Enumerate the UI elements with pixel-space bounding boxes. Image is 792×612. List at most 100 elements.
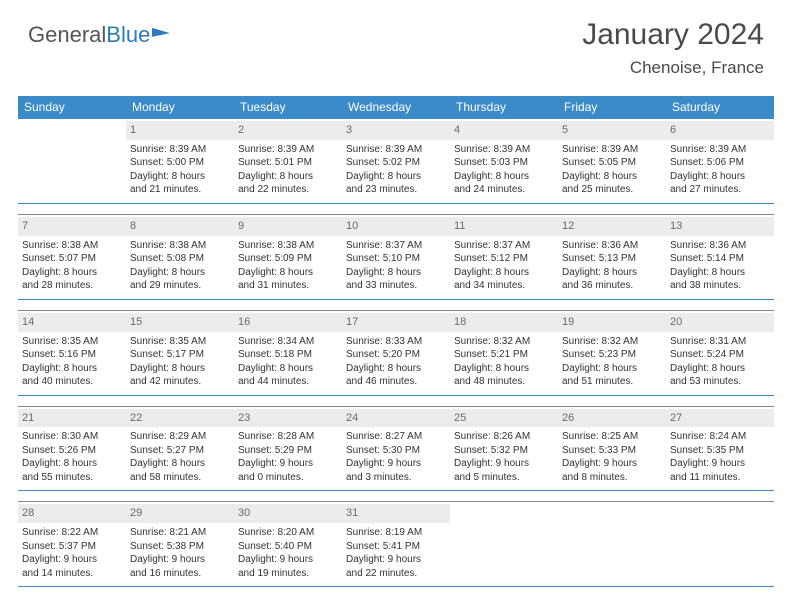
sunrise-text: Sunrise: 8:32 AM bbox=[454, 335, 554, 349]
sunset-text: Sunset: 5:20 PM bbox=[346, 348, 446, 362]
daylight-line-2: and 5 minutes. bbox=[454, 471, 554, 485]
calendar: SundayMondayTuesdayWednesdayThursdayFrid… bbox=[18, 96, 774, 597]
daylight-line-1: Daylight: 8 hours bbox=[346, 170, 446, 184]
sunset-text: Sunset: 5:35 PM bbox=[670, 444, 770, 458]
daylight-line-2: and 22 minutes. bbox=[346, 567, 446, 581]
sunset-text: Sunset: 5:24 PM bbox=[670, 348, 770, 362]
sunrise-text: Sunrise: 8:39 AM bbox=[238, 143, 338, 157]
sunrise-text: Sunrise: 8:38 AM bbox=[22, 239, 122, 253]
sunset-text: Sunset: 5:01 PM bbox=[238, 156, 338, 170]
calendar-week-row: 28Sunrise: 8:22 AMSunset: 5:37 PMDayligh… bbox=[18, 501, 774, 587]
sunset-text: Sunset: 5:06 PM bbox=[670, 156, 770, 170]
sunrise-text: Sunrise: 8:33 AM bbox=[346, 335, 446, 349]
location-subtitle: Chenoise, France bbox=[582, 58, 764, 78]
calendar-day-number: 4 bbox=[450, 121, 558, 140]
calendar-day-number: 16 bbox=[234, 313, 342, 332]
sunset-text: Sunset: 5:32 PM bbox=[454, 444, 554, 458]
calendar-day-header: Sunday bbox=[18, 96, 126, 119]
sunset-text: Sunset: 5:10 PM bbox=[346, 252, 446, 266]
daylight-line-1: Daylight: 8 hours bbox=[22, 457, 122, 471]
logo: GeneralBlue bbox=[28, 22, 170, 48]
calendar-day-number: 8 bbox=[126, 217, 234, 236]
sunrise-text: Sunrise: 8:38 AM bbox=[238, 239, 338, 253]
sunset-text: Sunset: 5:26 PM bbox=[22, 444, 122, 458]
daylight-line-1: Daylight: 8 hours bbox=[346, 266, 446, 280]
sunrise-text: Sunrise: 8:31 AM bbox=[670, 335, 770, 349]
sunrise-text: Sunrise: 8:39 AM bbox=[670, 143, 770, 157]
calendar-cell: 28Sunrise: 8:22 AMSunset: 5:37 PMDayligh… bbox=[18, 502, 126, 586]
calendar-week-row: 1Sunrise: 8:39 AMSunset: 5:00 PMDaylight… bbox=[18, 119, 774, 204]
calendar-day-header: Thursday bbox=[450, 96, 558, 119]
sunrise-text: Sunrise: 8:35 AM bbox=[130, 335, 230, 349]
header-right: January 2024 Chenoise, France bbox=[582, 18, 764, 78]
sunrise-text: Sunrise: 8:24 AM bbox=[670, 430, 770, 444]
calendar-day-number: 24 bbox=[342, 409, 450, 428]
sunset-text: Sunset: 5:02 PM bbox=[346, 156, 446, 170]
sunrise-text: Sunrise: 8:37 AM bbox=[346, 239, 446, 253]
logo-text-blue: Blue bbox=[106, 22, 150, 48]
calendar-cell: 5Sunrise: 8:39 AMSunset: 5:05 PMDaylight… bbox=[558, 119, 666, 203]
sunset-text: Sunset: 5:38 PM bbox=[130, 540, 230, 554]
sunrise-text: Sunrise: 8:38 AM bbox=[130, 239, 230, 253]
daylight-line-2: and 42 minutes. bbox=[130, 375, 230, 389]
calendar-cell: 16Sunrise: 8:34 AMSunset: 5:18 PMDayligh… bbox=[234, 311, 342, 395]
page-title: January 2024 bbox=[582, 18, 764, 52]
daylight-line-1: Daylight: 8 hours bbox=[130, 457, 230, 471]
calendar-cell: 1Sunrise: 8:39 AMSunset: 5:00 PMDaylight… bbox=[126, 119, 234, 203]
daylight-line-2: and 38 minutes. bbox=[670, 279, 770, 293]
sunrise-text: Sunrise: 8:35 AM bbox=[22, 335, 122, 349]
sunset-text: Sunset: 5:27 PM bbox=[130, 444, 230, 458]
calendar-cell: 18Sunrise: 8:32 AMSunset: 5:21 PMDayligh… bbox=[450, 311, 558, 395]
calendar-day-number: 29 bbox=[126, 504, 234, 523]
calendar-cell-empty bbox=[558, 502, 666, 586]
calendar-day-number: 21 bbox=[18, 409, 126, 428]
daylight-line-1: Daylight: 8 hours bbox=[454, 266, 554, 280]
daylight-line-2: and 22 minutes. bbox=[238, 183, 338, 197]
calendar-day-number: 18 bbox=[450, 313, 558, 332]
calendar-cell: 23Sunrise: 8:28 AMSunset: 5:29 PMDayligh… bbox=[234, 407, 342, 491]
daylight-line-2: and 29 minutes. bbox=[130, 279, 230, 293]
calendar-day-header: Tuesday bbox=[234, 96, 342, 119]
calendar-cell: 6Sunrise: 8:39 AMSunset: 5:06 PMDaylight… bbox=[666, 119, 774, 203]
daylight-line-1: Daylight: 9 hours bbox=[130, 553, 230, 567]
sunset-text: Sunset: 5:40 PM bbox=[238, 540, 338, 554]
calendar-cell: 8Sunrise: 8:38 AMSunset: 5:08 PMDaylight… bbox=[126, 215, 234, 299]
sunset-text: Sunset: 5:07 PM bbox=[22, 252, 122, 266]
daylight-line-2: and 46 minutes. bbox=[346, 375, 446, 389]
daylight-line-1: Daylight: 8 hours bbox=[670, 362, 770, 376]
daylight-line-2: and 58 minutes. bbox=[130, 471, 230, 485]
calendar-cell: 15Sunrise: 8:35 AMSunset: 5:17 PMDayligh… bbox=[126, 311, 234, 395]
sunrise-text: Sunrise: 8:28 AM bbox=[238, 430, 338, 444]
sunrise-text: Sunrise: 8:37 AM bbox=[454, 239, 554, 253]
daylight-line-2: and 40 minutes. bbox=[22, 375, 122, 389]
sunset-text: Sunset: 5:05 PM bbox=[562, 156, 662, 170]
sunrise-text: Sunrise: 8:22 AM bbox=[22, 526, 122, 540]
daylight-line-2: and 0 minutes. bbox=[238, 471, 338, 485]
daylight-line-1: Daylight: 8 hours bbox=[670, 266, 770, 280]
daylight-line-2: and 55 minutes. bbox=[22, 471, 122, 485]
daylight-line-1: Daylight: 9 hours bbox=[346, 553, 446, 567]
sunrise-text: Sunrise: 8:39 AM bbox=[454, 143, 554, 157]
sunrise-text: Sunrise: 8:39 AM bbox=[346, 143, 446, 157]
calendar-cell: 19Sunrise: 8:32 AMSunset: 5:23 PMDayligh… bbox=[558, 311, 666, 395]
calendar-cell: 4Sunrise: 8:39 AMSunset: 5:03 PMDaylight… bbox=[450, 119, 558, 203]
calendar-cell: 2Sunrise: 8:39 AMSunset: 5:01 PMDaylight… bbox=[234, 119, 342, 203]
daylight-line-2: and 19 minutes. bbox=[238, 567, 338, 581]
calendar-day-number: 23 bbox=[234, 409, 342, 428]
daylight-line-2: and 3 minutes. bbox=[346, 471, 446, 485]
calendar-cell: 22Sunrise: 8:29 AMSunset: 5:27 PMDayligh… bbox=[126, 407, 234, 491]
calendar-week-row: 14Sunrise: 8:35 AMSunset: 5:16 PMDayligh… bbox=[18, 310, 774, 396]
calendar-day-number: 2 bbox=[234, 121, 342, 140]
daylight-line-1: Daylight: 8 hours bbox=[562, 170, 662, 184]
sunset-text: Sunset: 5:33 PM bbox=[562, 444, 662, 458]
daylight-line-1: Daylight: 9 hours bbox=[562, 457, 662, 471]
daylight-line-1: Daylight: 8 hours bbox=[22, 362, 122, 376]
calendar-cell: 24Sunrise: 8:27 AMSunset: 5:30 PMDayligh… bbox=[342, 407, 450, 491]
sunrise-text: Sunrise: 8:39 AM bbox=[130, 143, 230, 157]
calendar-day-number: 3 bbox=[342, 121, 450, 140]
calendar-cell: 7Sunrise: 8:38 AMSunset: 5:07 PMDaylight… bbox=[18, 215, 126, 299]
daylight-line-1: Daylight: 8 hours bbox=[22, 266, 122, 280]
daylight-line-1: Daylight: 8 hours bbox=[670, 170, 770, 184]
sunrise-text: Sunrise: 8:32 AM bbox=[562, 335, 662, 349]
daylight-line-1: Daylight: 8 hours bbox=[562, 266, 662, 280]
